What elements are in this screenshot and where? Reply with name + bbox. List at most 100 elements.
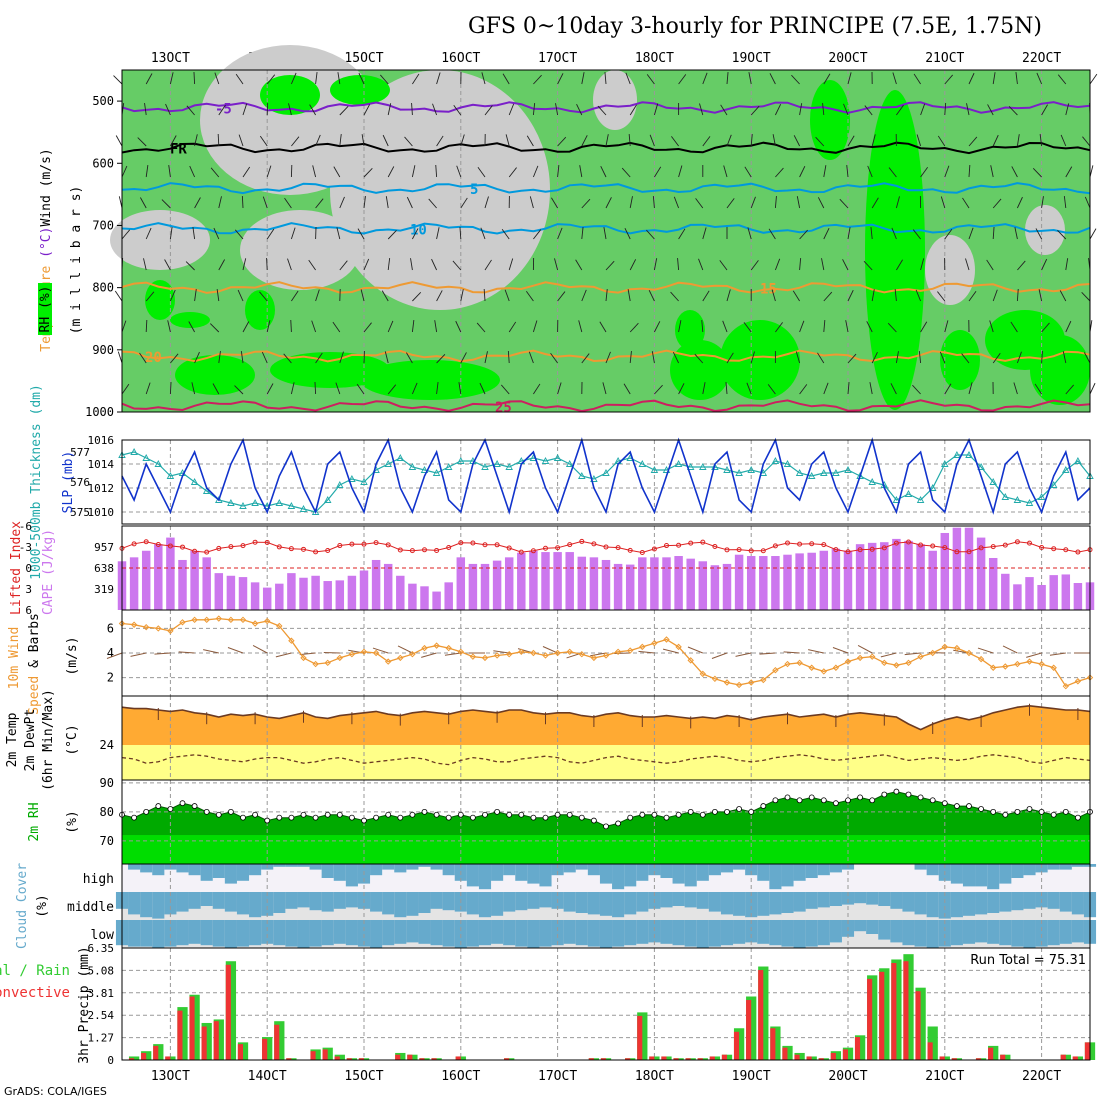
cloud-bar-middle [189,892,201,909]
cloud-bar-low [382,920,394,945]
cloud-bar-high [624,864,636,886]
wind-tick-label: 2 [107,671,114,685]
cape-tick-label: 638 [94,562,114,575]
slp-tick-label: 1012 [88,482,115,495]
precip-conv-bar [226,965,231,1060]
x-tick-bottom: 17OCT [538,1069,577,1084]
rh2m-marker [362,818,367,823]
rh2m-marker [495,809,500,814]
wind-barb [114,76,122,84]
cloud-bar-middle [915,892,927,914]
cape-bar [178,560,186,610]
cloud-bar-high [806,864,818,878]
cloud-bar-middle [128,892,140,914]
wind-barb-10m [203,650,219,653]
wind-barb-10m [736,653,752,656]
rh2m-marker [398,815,403,820]
rh2m-marker [579,815,584,820]
rh2m-marker [918,795,923,800]
cloud-bar-middle [769,892,781,914]
wind-barb-10m [1026,653,1041,657]
wind-barb [118,352,122,363]
cloud-bar-low [915,920,927,947]
cloud-bar-low [515,920,527,947]
cape-bar [916,544,924,610]
cape-bar [1062,574,1070,610]
cape-bar [578,557,586,610]
y-tick-label: 900 [92,343,114,357]
cloud-ylabel: Cloud Cover [15,863,30,949]
cloud-bar-middle [1011,892,1023,910]
precip-conv-bar [758,970,763,1060]
cape-bar [348,576,356,610]
wind-barb-10m [784,652,800,653]
x-tick-top: 22OCT [1022,51,1061,66]
cape-bar [759,556,767,610]
cape-bar [892,539,900,610]
cloud-bar-middle [176,892,188,912]
slp-tick-label: 1010 [88,506,115,519]
wind-tick-label: 6 [107,621,114,635]
cloud-bar-high [431,864,443,870]
wind-barb [146,320,147,332]
cape-bar [396,576,404,610]
upper-air-ylabel-2: (m i l l i b a r s) [69,186,84,335]
precip-conv-bar [988,1048,993,1060]
cloud-bar-high [213,864,225,878]
cloud-bar-low [152,920,164,948]
isotherm-label: 20 [145,350,162,366]
cape-bar [650,557,658,610]
precip-conv-bar [794,1055,799,1060]
rh2m-marker [483,812,488,817]
cloud-bar-middle [709,892,721,912]
cloud-bar-middle [406,892,418,916]
rh2m-marker [700,812,705,817]
cloud-bar-low [237,920,249,947]
cape-bar [275,584,283,610]
precip-conv-bar [928,1042,933,1060]
rh2m-marker [942,801,947,806]
x-tick-top: 19OCT [732,51,771,66]
rh-moist-region [245,290,275,330]
cloud-bar-high [394,864,406,872]
rh2m-marker [1003,812,1008,817]
rh2m-marker [555,812,560,817]
precip-conv-bar [770,1028,775,1060]
rh2m-marker [144,809,149,814]
cape-bar [372,560,380,610]
cloud-bar-high [1048,864,1060,870]
cloud-bar-high [406,864,418,870]
cape-bar [928,551,936,610]
cloud-bar-low [963,920,975,944]
cape-bar [614,564,622,610]
rh2m-tick-label: 70 [100,834,114,848]
cloud-bar-low [1011,920,1023,947]
rh-moist-region [940,330,980,390]
cloud-bar-low [467,920,479,947]
rh2m-marker [906,792,911,797]
rh2m-marker [809,795,814,800]
precip-conv-bar [1000,1055,1005,1060]
cloud-bar-middle [685,892,697,907]
precip-conv-bar [661,1056,666,1060]
rh2m-marker [543,815,548,820]
cloud-bar-low [781,920,793,947]
cape-bar [856,544,864,610]
x-tick-top: 18OCT [635,51,674,66]
rh2m-marker [664,815,669,820]
rh2m-marker [616,821,621,826]
isotherm-label: 5 [470,182,478,198]
rh2m-marker [785,795,790,800]
precip-conv-bar [141,1053,146,1060]
cloud-bar-middle [757,892,769,916]
li-tick-label: 0 [25,562,32,575]
cloud-bar-low [310,920,322,947]
rh2m-marker [930,798,935,803]
wind-barb-10m [228,648,243,653]
cloud-bar-low [987,920,999,944]
cloud-bar-low [1072,920,1084,942]
rh2m-ylabel-2: (%) [65,810,80,833]
precip-conv-bar [274,1025,279,1060]
precip-conv-bar [734,1032,739,1060]
cape-bar [251,582,259,610]
